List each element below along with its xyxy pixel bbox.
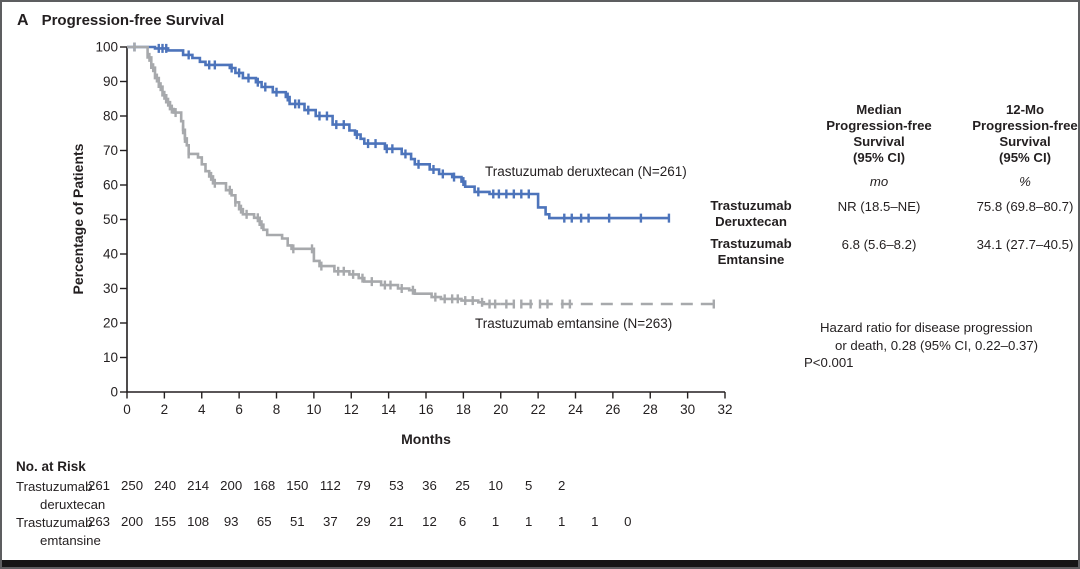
hazard-line-1: Hazard ratio for disease progression bbox=[820, 320, 1033, 335]
at-risk-value: 250 bbox=[121, 478, 144, 493]
at-risk-value: 200 bbox=[121, 514, 144, 529]
y-tick-label: 90 bbox=[103, 74, 118, 89]
km-curve-deruxtecan bbox=[127, 45, 669, 220]
curve-label-deruxtecan: Trastuzumab deruxtecan (N=261) bbox=[485, 164, 687, 179]
summary-row-label-emtansine: Trastuzumab Emtansine bbox=[710, 236, 792, 267]
summary-col2-unit: % bbox=[1019, 174, 1031, 189]
at-risk-value: 1 bbox=[524, 514, 533, 529]
at-risk-value: 51 bbox=[289, 514, 305, 529]
at-risk-value: 5 bbox=[524, 478, 533, 493]
x-tick-label: 4 bbox=[198, 402, 206, 417]
summary-col2-header: 12-Mo Progression-free Survival (95% CI) bbox=[972, 102, 1078, 165]
at-risk-value: 10 bbox=[488, 478, 503, 493]
x-tick-label: 32 bbox=[717, 402, 732, 417]
x-tick-label: 30 bbox=[680, 402, 695, 417]
x-tick-label: 8 bbox=[273, 402, 281, 417]
x-tick-label: 2 bbox=[161, 402, 169, 417]
x-tick-label: 18 bbox=[456, 402, 471, 417]
at-risk-value: 93 bbox=[223, 514, 239, 529]
at-risk-value: 1 bbox=[558, 514, 566, 529]
at-risk-value: 29 bbox=[356, 514, 371, 529]
x-axis-title: Months bbox=[401, 431, 451, 447]
x-tick-label: 24 bbox=[568, 402, 584, 417]
panel-title-text: Progression-free Survival bbox=[41, 12, 225, 29]
at-risk-value: 168 bbox=[253, 478, 276, 493]
x-tick-label: 10 bbox=[306, 402, 321, 417]
curve-label-emtansine: Trastuzumab emtansine (N=263) bbox=[475, 316, 673, 331]
at-risk-label-line1: Trastuzumab bbox=[16, 479, 93, 494]
at-risk-title: No. at Risk bbox=[16, 459, 86, 474]
at-risk-label-emtansine: Trastuzumab emtansine bbox=[16, 514, 101, 550]
x-tick-label: 0 bbox=[123, 402, 131, 417]
at-risk-value: 2 bbox=[558, 478, 566, 493]
summary-table: Median Progression-free Survival (95% CI… bbox=[699, 102, 1078, 268]
x-tick-label: 6 bbox=[235, 402, 243, 417]
at-risk-value: 240 bbox=[154, 478, 177, 493]
x-tick-label: 22 bbox=[531, 402, 546, 417]
at-risk-value: 53 bbox=[389, 478, 404, 493]
y-axis-title: Percentage of Patients bbox=[70, 143, 86, 295]
at-risk-value: 21 bbox=[389, 514, 404, 529]
at-risk-value: 36 bbox=[422, 478, 437, 493]
y-tick-label: 80 bbox=[103, 109, 118, 124]
y-tick-label: 70 bbox=[103, 143, 118, 158]
spacer bbox=[699, 166, 803, 192]
x-tick-label: 14 bbox=[381, 402, 397, 417]
summary-row-label-deruxtecan: Trastuzumab Deruxtecan bbox=[710, 198, 792, 229]
km-curve-emtansine bbox=[127, 45, 501, 306]
y-tick-label: 60 bbox=[103, 178, 118, 193]
at-risk-label-line2: deruxtecan bbox=[40, 497, 106, 512]
at-risk-value: 1 bbox=[491, 514, 500, 529]
at-risk-value: 155 bbox=[154, 514, 177, 529]
hazard-ratio-note: Hazard ratio for disease progression or … bbox=[804, 319, 1038, 372]
x-tick-label: 20 bbox=[493, 402, 508, 417]
y-tick-label: 0 bbox=[110, 385, 118, 400]
figure-bottom-rule bbox=[2, 560, 1078, 567]
x-tick-label: 28 bbox=[643, 402, 658, 417]
summary-median-deruxtecan: NR (18.5–NE) bbox=[837, 199, 921, 214]
at-risk-value: 112 bbox=[319, 478, 341, 493]
y-tick-label: 20 bbox=[103, 316, 118, 331]
at-risk-value: 1 bbox=[591, 514, 599, 529]
at-risk-value: 25 bbox=[455, 478, 470, 493]
summary-12mo-deruxtecan: 75.8 (69.8–80.7) bbox=[976, 199, 1074, 214]
at-risk-value: 6 bbox=[458, 514, 467, 529]
at-risk-value: 0 bbox=[624, 514, 632, 529]
at-risk-value: 214 bbox=[187, 478, 210, 493]
at-risk-value: 12 bbox=[422, 514, 437, 529]
spacer bbox=[699, 102, 803, 166]
summary-col1-unit: mo bbox=[869, 174, 889, 189]
y-tick-label: 40 bbox=[103, 247, 118, 262]
at-risk-value: 108 bbox=[187, 514, 210, 529]
at-risk-value: 263 bbox=[87, 514, 111, 529]
x-tick-label: 26 bbox=[605, 402, 620, 417]
panel-letter: A bbox=[17, 12, 29, 29]
y-tick-label: 10 bbox=[103, 350, 118, 365]
at-risk-label-deruxtecan: Trastuzumab deruxtecan bbox=[16, 478, 105, 514]
panel-title: A Progression-free Survival bbox=[17, 12, 224, 30]
y-tick-label: 50 bbox=[103, 212, 118, 227]
at-risk-label-line1: Trastuzumab bbox=[16, 515, 93, 530]
y-tick-label: 30 bbox=[103, 281, 118, 296]
at-risk-value: 150 bbox=[286, 478, 309, 493]
hazard-line-3: P<0.001 bbox=[804, 355, 854, 370]
summary-median-emtansine: 6.8 (5.6–8.2) bbox=[841, 237, 917, 252]
hazard-line-2: or death, 0.28 (95% CI, 0.22–0.37) bbox=[835, 337, 1039, 353]
at-risk-value: 79 bbox=[356, 478, 371, 493]
axis-lines bbox=[126, 47, 725, 393]
y-tick-label: 100 bbox=[95, 40, 118, 55]
at-risk-label-line2: emtansine bbox=[40, 533, 101, 548]
at-risk-value: 65 bbox=[256, 514, 272, 529]
summary-col1-header: Median Progression-free Survival (95% CI… bbox=[826, 102, 932, 165]
summary-12mo-emtansine: 34.1 (27.7–40.5) bbox=[976, 237, 1074, 252]
at-risk-value: 200 bbox=[220, 478, 243, 493]
at-risk-value: 261 bbox=[87, 478, 111, 493]
x-tick-label: 12 bbox=[344, 402, 359, 417]
at-risk-value: 37 bbox=[323, 514, 338, 529]
x-tick-label: 16 bbox=[418, 402, 433, 417]
